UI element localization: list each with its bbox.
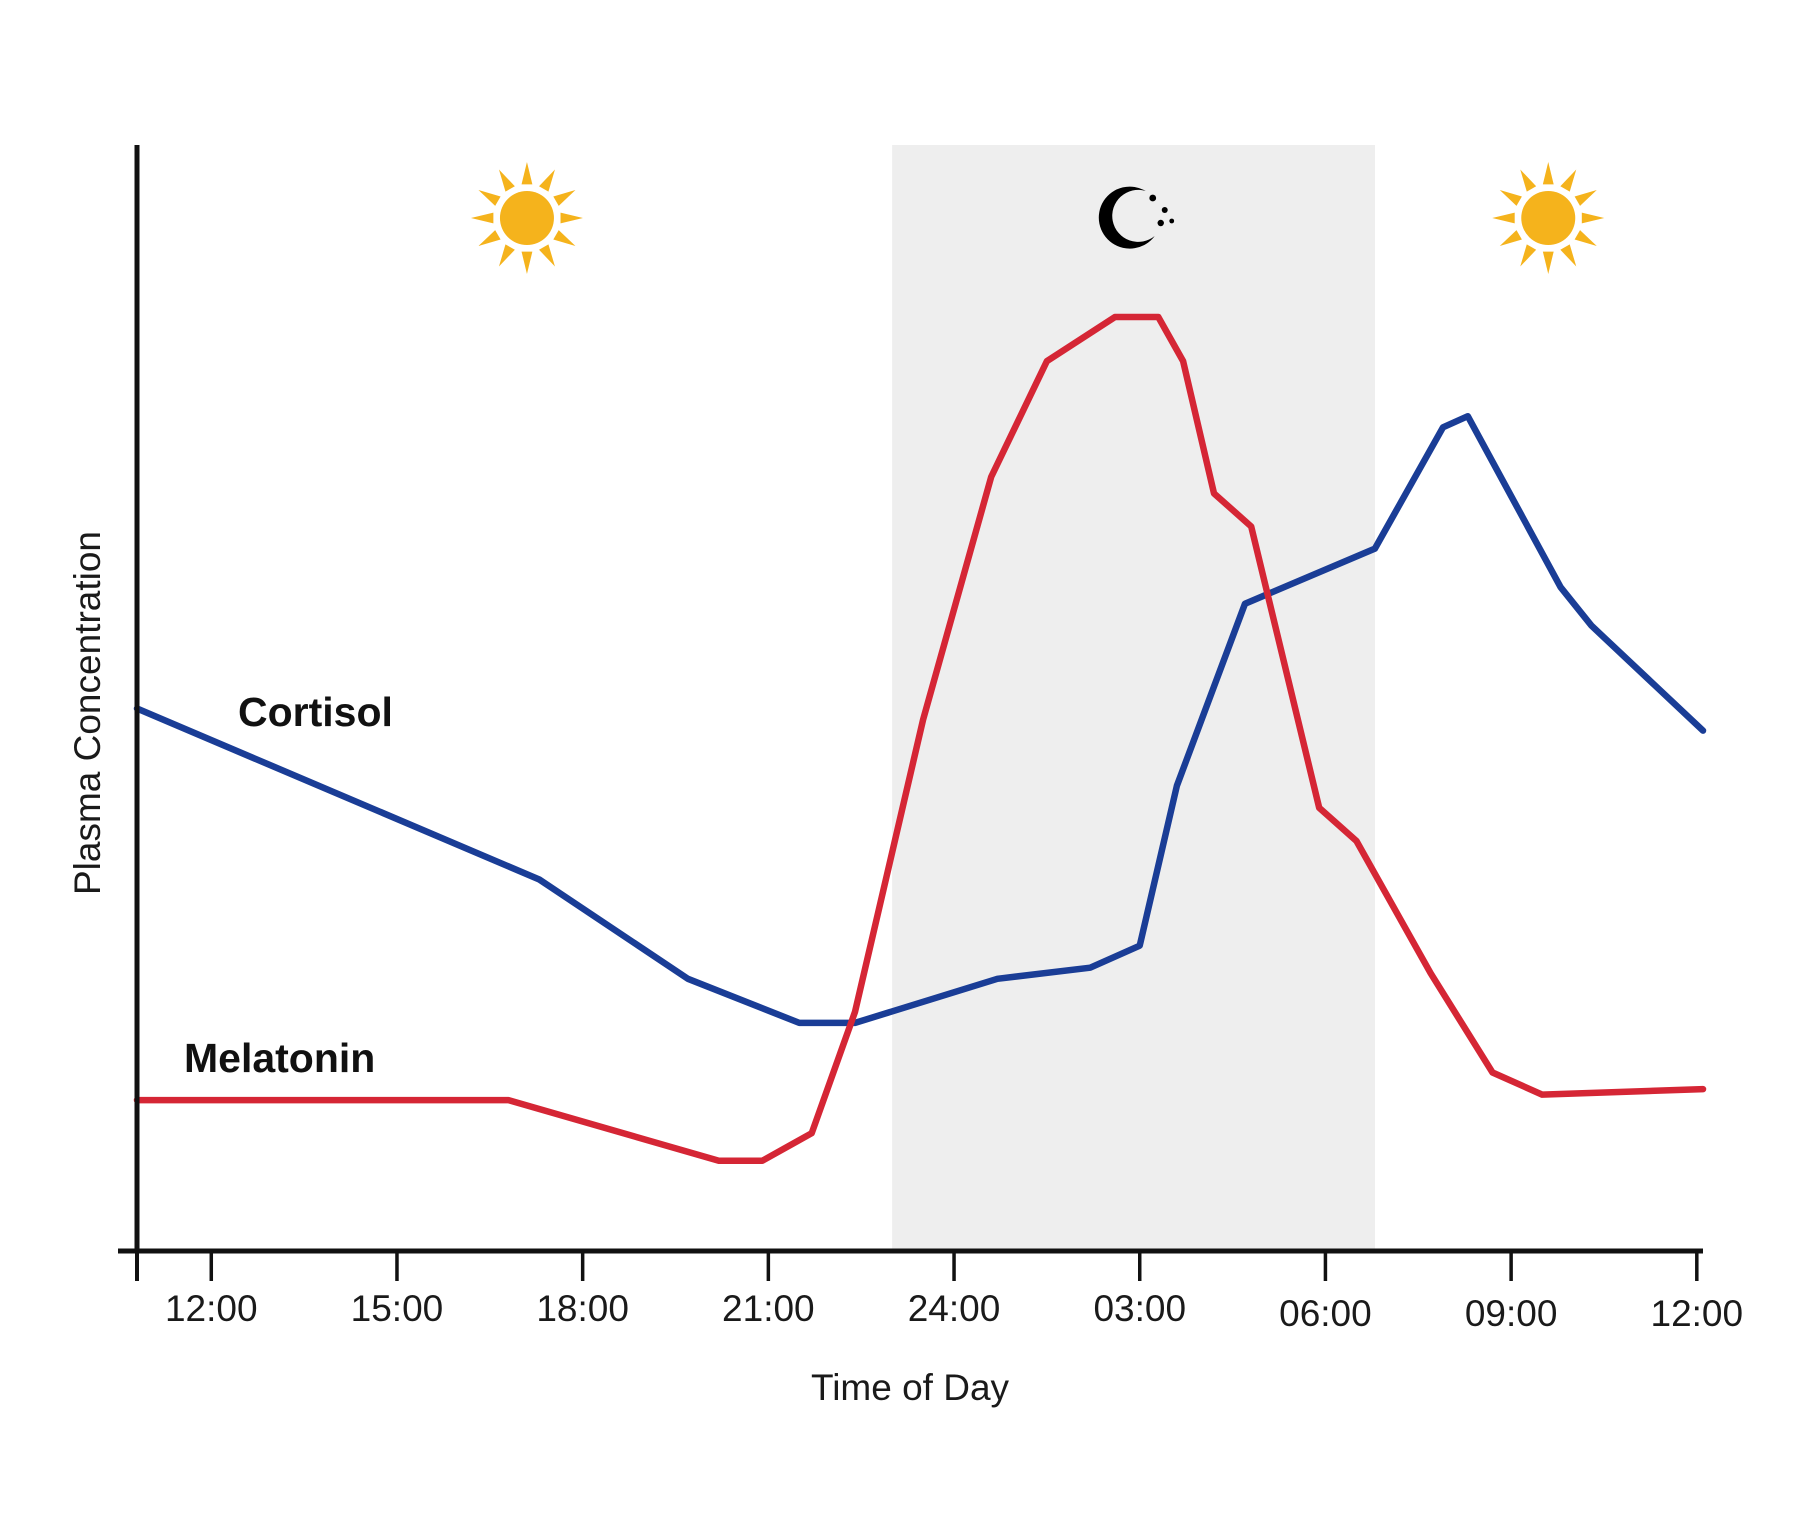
- sun-ray: [521, 251, 533, 274]
- sun-ray: [1542, 251, 1554, 274]
- x-tick-label: 15:00: [351, 1288, 444, 1329]
- night-shading: [892, 145, 1375, 1251]
- sun-ray: [521, 162, 533, 185]
- x-tick-label: 21:00: [722, 1288, 815, 1329]
- sun-ray: [539, 169, 555, 192]
- moon-star: [1169, 218, 1175, 224]
- sun-ray: [470, 212, 494, 224]
- x-tick-label: 06:00: [1279, 1293, 1372, 1334]
- moon-crescent: [1098, 186, 1155, 249]
- moon-icon: [1098, 186, 1175, 249]
- series-layer: [133, 313, 1707, 1165]
- sun-ray: [1492, 212, 1515, 224]
- sun-ray: [539, 244, 555, 267]
- label-layer: Time of Day Plasma Concentration Cortisol M…: [67, 531, 1010, 1408]
- moon-star: [1149, 194, 1157, 202]
- sun-ray: [1581, 212, 1605, 224]
- icon-layer: [470, 162, 1605, 274]
- sun-ray: [1499, 230, 1522, 246]
- moon-star: [1161, 207, 1168, 213]
- sun-ray: [1560, 244, 1577, 267]
- x-tick-label: 18:00: [536, 1288, 629, 1329]
- series-line-cortisol: [133, 412, 1707, 1027]
- y-axis-title: Plasma Concentration: [67, 531, 108, 895]
- sun-icon: [1492, 162, 1605, 274]
- sun-icon: [470, 162, 583, 274]
- sun-disc: [1521, 191, 1576, 245]
- sun-ray: [1574, 190, 1597, 206]
- sun-ray: [560, 212, 583, 224]
- sun-disc: [499, 191, 554, 245]
- sun-ray: [478, 190, 501, 206]
- sun-ray: [498, 244, 515, 267]
- x-tick-label: 12:00: [1651, 1293, 1744, 1334]
- x-axis-title: Time of Day: [811, 1367, 1010, 1408]
- x-tick-label: 03:00: [1093, 1288, 1186, 1329]
- x-tick-label: 09:00: [1465, 1293, 1558, 1334]
- sun-ray: [498, 169, 515, 192]
- x-tick-label: 24:00: [908, 1288, 1001, 1329]
- series-label-cortisol: Cortisol: [238, 689, 393, 735]
- axis-layer: 12:00 15:00 18:00 21:00 24:00 03:00 06:00 09:00…: [118, 145, 1743, 1334]
- night-layer: [892, 145, 1375, 1251]
- sun-ray: [553, 190, 576, 206]
- sun-ray: [1574, 230, 1597, 246]
- series-label-melatonin: Melatonin: [184, 1035, 375, 1081]
- sun-ray: [478, 230, 501, 246]
- sun-ray: [1560, 169, 1577, 192]
- x-tick-label: 12:00: [165, 1288, 258, 1329]
- sun-ray: [1520, 169, 1537, 192]
- series-line-melatonin: [133, 313, 1707, 1165]
- sun-ray: [553, 230, 576, 246]
- sun-ray: [1520, 244, 1537, 267]
- moon-star: [1157, 219, 1164, 227]
- sun-ray: [1542, 162, 1554, 185]
- sun-ray: [1499, 190, 1522, 206]
